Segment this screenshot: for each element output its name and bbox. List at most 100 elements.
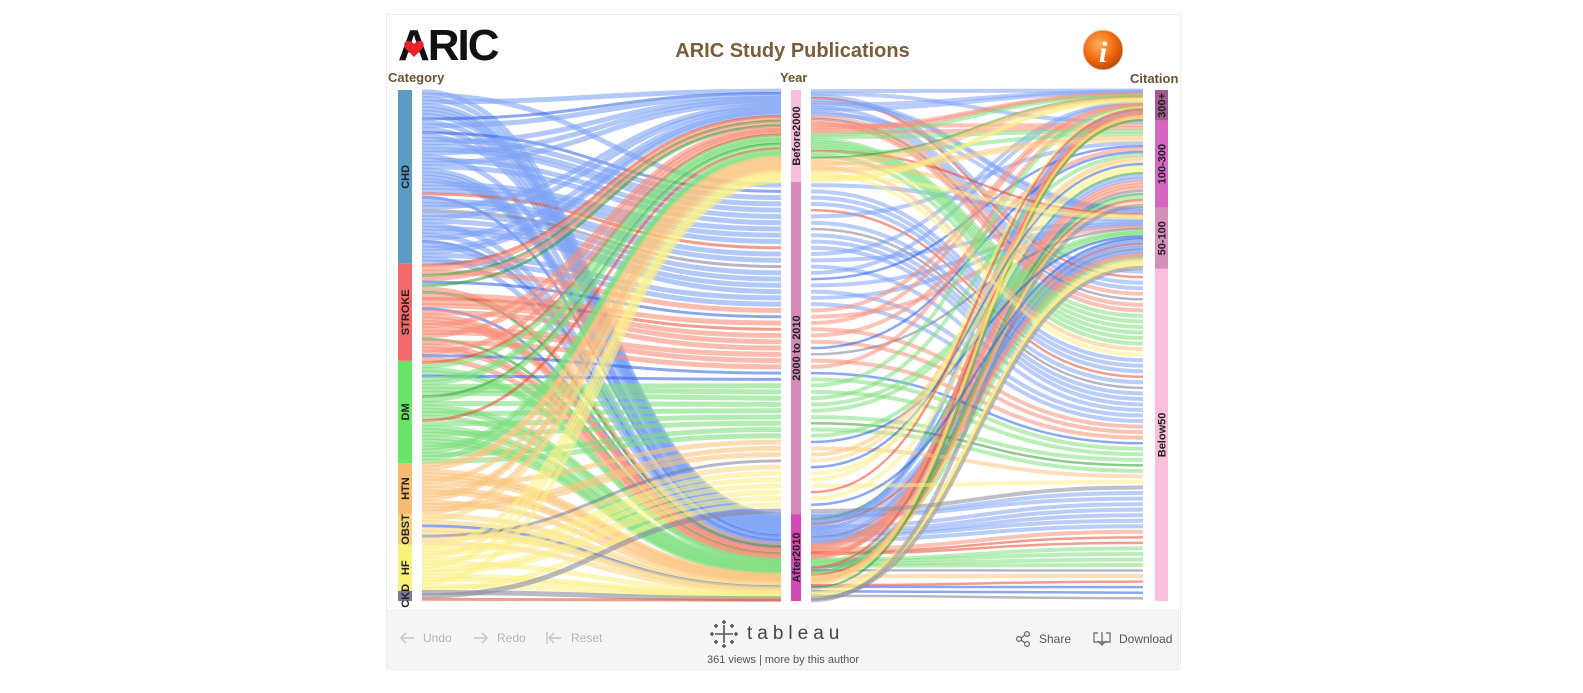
ribbon-year-citation[interactable] xyxy=(810,485,1144,513)
ribbon-category-year[interactable] xyxy=(421,88,782,105)
ribbon-year-citation[interactable] xyxy=(810,93,1144,137)
ribbon-year-citation[interactable] xyxy=(810,108,1144,494)
ribbon-year-citation[interactable] xyxy=(810,183,1144,550)
citation-bar-below50[interactable] xyxy=(1155,268,1168,601)
ribbon-year-citation[interactable] xyxy=(810,103,1144,325)
category-bar-ckd[interactable] xyxy=(398,590,412,601)
ribbon-category-year[interactable] xyxy=(421,116,782,272)
ribbon-year-citation[interactable] xyxy=(810,156,1144,457)
ribbon-category-year[interactable] xyxy=(421,95,782,146)
ribbon-year-citation[interactable] xyxy=(810,99,1144,183)
ribbon-category-year[interactable] xyxy=(421,414,782,427)
ribbon-year-citation[interactable] xyxy=(810,106,1144,482)
ribbon-category-year[interactable] xyxy=(421,127,782,339)
ribbon-category-year[interactable] xyxy=(421,139,782,386)
ribbon-year-citation[interactable] xyxy=(810,414,1144,462)
ribbon-year-citation[interactable] xyxy=(810,135,1144,172)
ribbon-category-year[interactable] xyxy=(421,483,782,563)
ribbon-category-year[interactable] xyxy=(421,178,782,586)
reset-label: Reset xyxy=(571,631,603,645)
ribbon-category-year[interactable] xyxy=(421,452,782,512)
ribbon-category-year[interactable] xyxy=(421,187,782,245)
ribbon-category-year[interactable] xyxy=(421,408,782,417)
category-bar-obst[interactable] xyxy=(398,514,412,545)
year-bar-after2010[interactable] xyxy=(791,514,801,601)
citation-bar-300-[interactable] xyxy=(1155,90,1168,121)
ribbon-year-citation[interactable] xyxy=(810,236,1144,506)
ribbon-category-year[interactable] xyxy=(421,130,782,355)
ribbon-year-citation[interactable] xyxy=(810,256,1144,565)
category-bar-hf[interactable] xyxy=(398,544,412,591)
ribbon-category-year[interactable] xyxy=(421,159,782,485)
category-axis-label: Category xyxy=(388,70,445,85)
reset-icon xyxy=(546,632,561,644)
ribbon-year-citation[interactable] xyxy=(810,137,1144,318)
ribbon-year-citation[interactable] xyxy=(810,162,1144,469)
ribbon-category-year[interactable] xyxy=(421,176,782,569)
year-bar-before2000[interactable] xyxy=(791,90,801,182)
ribbon-category-year[interactable] xyxy=(421,508,782,599)
ribbon-category-year[interactable] xyxy=(421,134,782,369)
ribbon-category-year[interactable] xyxy=(421,495,782,576)
ribbon-year-citation[interactable] xyxy=(810,118,1144,590)
citation-bar-50-100[interactable] xyxy=(1155,207,1168,269)
ribbon-year-citation[interactable] xyxy=(810,590,1144,594)
undo-button[interactable]: Undo xyxy=(399,631,452,645)
ribbon-year-citation[interactable] xyxy=(810,153,1144,401)
download-button[interactable]: Download xyxy=(1093,631,1172,647)
ribbon-category-year[interactable] xyxy=(421,97,782,156)
ribbon-category-year[interactable] xyxy=(421,269,782,313)
category-bar-chd[interactable] xyxy=(398,90,412,264)
ribbon-category-year[interactable] xyxy=(421,184,782,238)
ribbon-category-year[interactable] xyxy=(421,102,782,211)
ribbon-category-year[interactable] xyxy=(421,489,782,572)
tableau-logo[interactable]: tableau xyxy=(709,619,844,649)
ribbon-category-year[interactable] xyxy=(421,143,782,403)
ribbon-category-year[interactable] xyxy=(421,120,782,282)
ribbon-category-year[interactable] xyxy=(421,433,782,464)
share-button[interactable]: Share xyxy=(1015,631,1071,647)
ribbon-category-year[interactable] xyxy=(421,400,782,407)
ribbon-category-year[interactable] xyxy=(421,93,782,129)
ribbon-category-year[interactable] xyxy=(421,104,782,221)
ribbon-category-year[interactable] xyxy=(421,111,782,255)
info-icon[interactable]: i xyxy=(1082,28,1126,72)
ribbon-year-citation[interactable] xyxy=(810,159,1144,463)
ribbon-year-citation[interactable] xyxy=(810,129,1144,140)
year-bar-2000-to-2010[interactable] xyxy=(791,181,801,515)
ribbon-category-year[interactable] xyxy=(421,107,782,241)
ribbon-category-year[interactable] xyxy=(421,164,782,502)
ribbon-year-citation[interactable] xyxy=(810,235,1144,444)
more-by-author-link[interactable]: more by this author xyxy=(764,654,860,666)
ribbon-year-citation[interactable] xyxy=(810,160,1144,218)
category-bar-dm[interactable] xyxy=(398,360,412,464)
category-bar-stroke[interactable] xyxy=(398,263,412,361)
ribbon-year-citation[interactable] xyxy=(810,195,1144,368)
citation-bar-100-300[interactable] xyxy=(1155,120,1168,208)
ribbon-year-citation[interactable] xyxy=(810,171,1144,357)
ribbon-year-citation[interactable] xyxy=(810,165,1144,476)
ribbon-category-year[interactable] xyxy=(421,124,782,288)
ribbon-year-citation[interactable] xyxy=(810,594,1144,600)
arrow-right-icon xyxy=(474,632,488,644)
ribbon-category-year[interactable] xyxy=(421,459,782,538)
ribbon-year-citation[interactable] xyxy=(810,204,1144,603)
redo-button[interactable]: Redo xyxy=(473,631,526,645)
citation-label: 300+ xyxy=(1157,93,1169,118)
ribbon-category-year[interactable] xyxy=(421,147,782,422)
separator: | xyxy=(758,654,762,666)
ribbon-category-year[interactable] xyxy=(421,597,782,602)
ribbon-category-year[interactable] xyxy=(421,390,782,401)
ribbon-year-citation[interactable] xyxy=(810,245,1144,407)
reset-button[interactable]: Reset xyxy=(545,631,602,645)
ribbon-year-citation[interactable] xyxy=(810,446,1144,479)
ribbon-category-year[interactable] xyxy=(421,502,782,592)
ribbon-year-citation[interactable] xyxy=(810,479,1144,488)
ribbon-category-year[interactable] xyxy=(421,100,782,166)
tableau-wordmark: tableau xyxy=(747,623,845,644)
category-bar-htn[interactable] xyxy=(398,463,412,515)
ribbon-year-citation[interactable] xyxy=(810,168,1144,501)
ribbon-category-year[interactable] xyxy=(421,169,782,522)
ribbon-category-year[interactable] xyxy=(421,192,782,250)
